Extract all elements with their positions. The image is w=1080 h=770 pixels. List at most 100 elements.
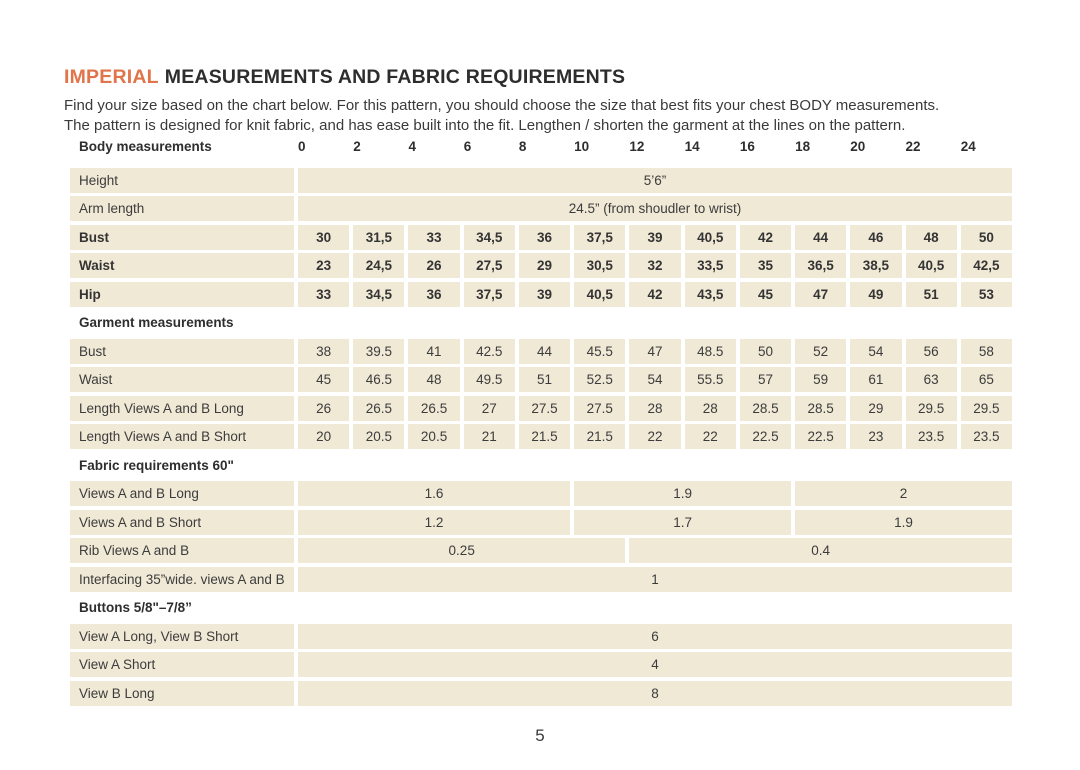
value-cell: 22: [684, 424, 736, 449]
value-cell: 40,5: [574, 281, 626, 307]
value-cell: 49.5: [463, 367, 515, 392]
value-cell: 33: [408, 224, 460, 250]
value-cell: 42.5: [463, 338, 515, 364]
value-cell: 36,5: [795, 253, 847, 278]
value-cell: 44: [795, 224, 847, 250]
value-cell: 23.5: [960, 424, 1012, 449]
value-cell: 51: [518, 367, 571, 392]
value-cell: 38,5: [850, 253, 902, 278]
merged-value-cell: 1: [298, 566, 1012, 592]
value-cell: 21: [463, 424, 515, 449]
value-cell: 33,5: [684, 253, 736, 278]
value-cell: 32: [629, 253, 681, 278]
value-cell: 48: [408, 367, 460, 392]
value-cell: 42: [629, 281, 681, 307]
value-cell: 57: [739, 367, 792, 392]
size-column-header: 14: [684, 139, 700, 154]
value-cell: 48: [905, 224, 957, 250]
value-cell: 41: [408, 338, 460, 364]
value-cell: 46.5: [353, 367, 405, 392]
merged-value-cell: 24.5” (from shoudler to wrist): [298, 196, 1012, 221]
value-cell: 47: [795, 281, 847, 307]
value-cell: 28.5: [739, 395, 792, 421]
value-cell: 22.5: [795, 424, 847, 449]
row-label-length-views-a-and-b-long: Length Views A and B Long: [70, 395, 294, 421]
value-cell: 23.5: [905, 424, 957, 449]
value-cell: 26.5: [353, 395, 405, 421]
merged-value-cell: 0.4: [629, 538, 1012, 563]
merged-value-cell: 8: [298, 680, 1012, 706]
merged-value-cell: 5’6”: [298, 167, 1012, 193]
value-cell: 42: [739, 224, 792, 250]
merged-value-cell: 1.9: [574, 481, 792, 506]
size-column-header: 24: [960, 139, 976, 154]
value-cell: 21.5: [574, 424, 626, 449]
merged-value-cell: 4: [298, 652, 1012, 677]
value-cell: 39.5: [353, 338, 405, 364]
value-cell: 37,5: [574, 224, 626, 250]
size-column-header: 12: [629, 139, 645, 154]
value-cell: 47: [629, 338, 681, 364]
row-label-arm-length: Arm length: [70, 196, 294, 221]
value-cell: 22: [629, 424, 681, 449]
value-cell: 50: [960, 224, 1012, 250]
value-cell: 34,5: [463, 224, 515, 250]
intro-line-2: The pattern is designed for knit fabric,…: [64, 116, 906, 134]
value-cell: 39: [629, 224, 681, 250]
size-column-header: 18: [795, 139, 811, 154]
page-title: IMPERIAL MEASUREMENTS AND FABRIC REQUIREM…: [64, 66, 1016, 89]
value-cell: 28.5: [795, 395, 847, 421]
section-header-fabric-requirements-60: Fabric requirements 60": [79, 457, 234, 473]
value-cell: 20.5: [353, 424, 405, 449]
page-number: 5: [535, 726, 545, 745]
value-cell: 24,5: [353, 253, 405, 278]
value-cell: 28: [629, 395, 681, 421]
value-cell: 48.5: [684, 338, 736, 364]
value-cell: 38: [298, 338, 350, 364]
row-label-bust: Bust: [70, 224, 294, 250]
value-cell: 61: [850, 367, 902, 392]
row-label-rib-views-a-and-b: Rib Views A and B: [70, 538, 294, 563]
size-column-header: 6: [463, 139, 472, 154]
value-cell: 54: [629, 367, 681, 392]
row-label-waist: Waist: [70, 253, 294, 278]
row-label-views-a-and-b-long: Views A and B Long: [70, 481, 294, 506]
merged-value-cell: 2: [795, 481, 1012, 506]
section-header-garment-measurements: Garment measurements: [79, 315, 234, 330]
value-cell: 27,5: [463, 253, 515, 278]
value-cell: 58: [960, 338, 1012, 364]
value-cell: 43,5: [684, 281, 736, 307]
value-cell: 55.5: [684, 367, 736, 392]
row-label-interfacing-35-wide-views-a-and-b: Interfacing 35”wide. views A and B: [70, 566, 294, 592]
value-cell: 30,5: [574, 253, 626, 278]
merged-value-cell: 1.6: [298, 481, 571, 506]
value-cell: 27.5: [518, 395, 571, 421]
size-column-header: 10: [574, 139, 590, 154]
value-cell: 26.5: [408, 395, 460, 421]
value-cell: 23: [850, 424, 902, 449]
value-cell: 29.5: [960, 395, 1012, 421]
intro-line-1: Find your size based on the chart below.…: [64, 97, 940, 114]
value-cell: 26: [408, 253, 460, 278]
value-cell: 21.5: [518, 424, 571, 449]
value-cell: 44: [518, 338, 571, 364]
row-label-bust: Bust: [70, 338, 294, 364]
value-cell: 49: [850, 281, 902, 307]
value-cell: 39: [518, 281, 571, 307]
row-label-view-a-short: View A Short: [70, 652, 294, 677]
value-cell: 50: [739, 338, 792, 364]
value-cell: 46: [850, 224, 902, 250]
row-label-waist: Waist: [70, 367, 294, 392]
value-cell: 42,5: [960, 253, 1012, 278]
value-cell: 33: [298, 281, 350, 307]
value-cell: 45.5: [574, 338, 626, 364]
value-cell: 26: [298, 395, 350, 421]
value-cell: 36: [408, 281, 460, 307]
merged-value-cell: 1.2: [298, 509, 571, 535]
measurements-table: Body measurements 0 2 4 6 8 10 12 14 16 18 20 22 24 He…: [70, 139, 1012, 706]
value-cell: 52: [795, 338, 847, 364]
row-label-views-a-and-b-short: Views A and B Short: [70, 509, 294, 535]
value-cell: 63: [905, 367, 957, 392]
merged-value-cell: 1.9: [795, 509, 1012, 535]
